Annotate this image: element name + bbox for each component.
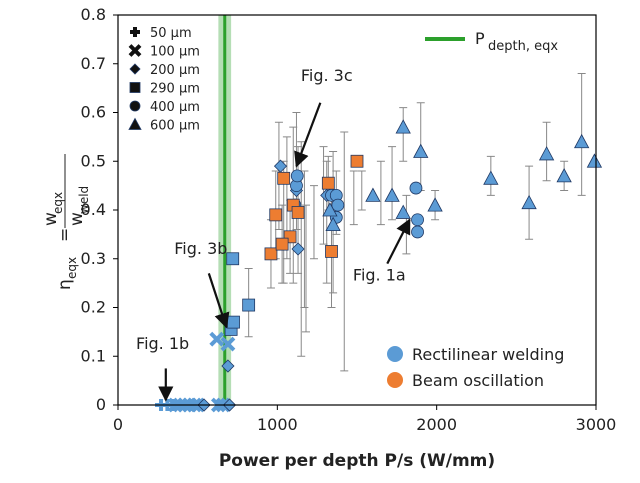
- data-point-rectilinear-cross: [209, 331, 225, 347]
- process-legend-label: Rectilinear welding: [412, 345, 564, 364]
- annotation-label: Fig. 1a: [353, 266, 406, 285]
- data-point-oscillation-square: [350, 154, 364, 168]
- data-point-rectilinear-triangle: [395, 204, 411, 219]
- legend-label: 600 μm: [150, 119, 200, 134]
- data-point-oscillation-square: [269, 208, 283, 222]
- y-label-eta: η: [55, 279, 75, 290]
- y-tick-label: 0.4: [81, 200, 106, 219]
- x-tick-label: 1000: [257, 415, 298, 434]
- pdepth-legend-label: P: [475, 29, 485, 48]
- y-tick-label: 0.3: [81, 249, 106, 268]
- legend-label: 50 μm: [150, 26, 192, 41]
- data-point-rectilinear-triangle: [573, 133, 590, 149]
- data-point-rectilinear-triangle: [365, 187, 381, 202]
- data-point-rectilinear-triangle: [556, 168, 572, 183]
- process-legend: Rectilinear welding Beam oscillation: [387, 345, 564, 390]
- y-tick-label: 0.8: [81, 5, 106, 24]
- legend-symbol-square: [129, 82, 141, 93]
- data-point-oscillation-square: [264, 247, 278, 261]
- x-tick-label: 3000: [576, 415, 617, 434]
- y-tick-label: 0.5: [81, 151, 106, 170]
- data-point-rectilinear-triangle: [586, 153, 603, 168]
- data-point-oscillation-square: [291, 206, 305, 219]
- annotation-arrow: [207, 273, 230, 329]
- legend-label: 290 μm: [150, 82, 200, 97]
- y-axis-ticks: 0 0.1 0.2 0.3 0.4 0.5 0.6 0.7 0.8: [81, 5, 118, 414]
- data-point-rectilinear-circle: [411, 225, 424, 239]
- y-tick-label: 0.6: [81, 103, 106, 122]
- x-tick-label: 2000: [416, 415, 457, 434]
- data-point-rectilinear-triangle: [322, 202, 338, 217]
- legend-label: 200 μm: [150, 63, 200, 78]
- y-tick-label: 0: [96, 395, 106, 414]
- annotation-arrow: [386, 218, 411, 265]
- legend-symbol-cross: [128, 44, 142, 57]
- data-point-rectilinear-triangle: [427, 197, 443, 212]
- y-label-equals: =: [55, 228, 75, 242]
- data-point-oscillation-square: [325, 245, 338, 258]
- data-point-rectilinear-triangle: [521, 194, 537, 210]
- process-legend-swatch: [387, 346, 403, 362]
- data-point-rectilinear-triangle: [538, 146, 555, 161]
- annotation-arrow: [294, 102, 322, 168]
- data-point-rectilinear-square: [226, 252, 240, 266]
- annotations: Fig. 3c Fig. 3b Fig. 1a Fig. 1b: [136, 66, 411, 402]
- y-label-numerator-sub: eqx: [51, 192, 65, 214]
- legend-label: 400 μm: [150, 100, 200, 115]
- annotation-label: Fig. 1b: [136, 334, 189, 353]
- data-point-oscillation-square: [277, 171, 291, 185]
- y-label-numerator: w: [41, 212, 61, 226]
- marker-legend: 50 μm 100 μm 200 μm 290 μm 400 μm 600 μm: [128, 26, 200, 134]
- legend-symbol-plus: [130, 27, 140, 37]
- annotation-label: Fig. 3b: [174, 239, 227, 258]
- data-point-rectilinear-diamond: [221, 359, 235, 373]
- process-legend-swatch: [387, 372, 403, 388]
- data-point-rectilinear-triangle: [395, 119, 411, 134]
- legend-label: 100 μm: [150, 45, 200, 60]
- y-label-denominator: w: [67, 212, 87, 226]
- process-legend-label: Beam oscillation: [412, 371, 544, 390]
- data-point-rectilinear-diamond: [291, 242, 305, 256]
- data-point-rectilinear-triangle: [483, 170, 499, 185]
- data-point-rectilinear-triangle: [325, 216, 341, 232]
- data-point-rectilinear-triangle: [384, 187, 400, 202]
- data-point-rectilinear-square: [242, 298, 256, 312]
- data-point-rectilinear-circle: [411, 213, 424, 227]
- legend-symbol-triangle: [128, 117, 142, 130]
- y-tick-label: 0.1: [81, 346, 106, 365]
- data-point-rectilinear-diamond: [273, 159, 288, 173]
- data-point-oscillation-square: [275, 237, 289, 251]
- y-label-eta-sub: eqx: [65, 257, 79, 279]
- data-point-rectilinear-square: [227, 315, 240, 329]
- x-axis-title: Power per depth P/s (W/mm): [219, 451, 495, 471]
- legend-symbol-diamond: [129, 63, 141, 75]
- pdepth-legend-sub: depth, eqx: [488, 39, 558, 54]
- y-tick-label: 0.2: [81, 298, 106, 317]
- annotation-label: Fig. 3c: [301, 66, 353, 85]
- x-axis-ticks: 0 1000 2000 3000: [113, 405, 616, 434]
- data-point-rectilinear-cross: [220, 336, 236, 352]
- y-tick-label: 0.7: [81, 54, 106, 73]
- data-point-oscillation-square: [321, 176, 335, 190]
- data-point-rectilinear-triangle: [413, 143, 429, 158]
- y-label-denominator-sub: weld: [77, 186, 91, 214]
- data-point-rectilinear-circle: [290, 169, 304, 183]
- legend-symbol-circle: [129, 100, 141, 112]
- x-tick-label: 0: [113, 415, 123, 434]
- data-point-rectilinear-circle: [409, 181, 423, 195]
